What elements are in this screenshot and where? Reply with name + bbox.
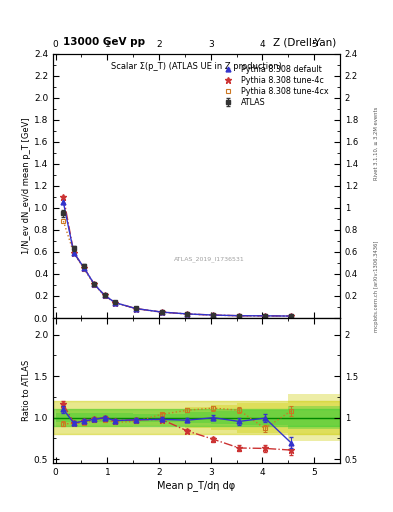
Pythia 8.308 tune-4c [72, 249, 76, 255]
Pythia 8.308 tune-4cx [237, 313, 242, 319]
Pythia 8.308 tune-4cx [82, 266, 86, 272]
Pythia 8.308 tune-4c [103, 292, 107, 298]
Bar [81, 413, 107, 422]
Pythia 8.308 tune-4cx [288, 313, 293, 319]
Bar [107, 409, 133, 427]
Pythia 8.308 tune-4cx [159, 309, 164, 315]
Bar [237, 410, 288, 425]
Pythia 8.308 tune-4c [185, 311, 190, 317]
Pythia 8.308 tune-4cx [113, 300, 118, 306]
Text: Z (Drell-Yan): Z (Drell-Yan) [273, 37, 336, 47]
Bar [133, 414, 159, 422]
X-axis label: Mean p_T/dη dφ: Mean p_T/dη dφ [157, 480, 236, 491]
Pythia 8.308 default [103, 292, 107, 298]
Pythia 8.308 tune-4c [113, 300, 118, 306]
Text: ATLAS_2019_I1736531: ATLAS_2019_I1736531 [174, 256, 244, 262]
Pythia 8.308 default [133, 306, 138, 312]
Pythia 8.308 tune-4c [82, 265, 86, 271]
Bar [159, 410, 185, 426]
Y-axis label: Ratio to ATLAS: Ratio to ATLAS [22, 360, 31, 421]
Pythia 8.308 tune-4cx [133, 306, 138, 312]
Pythia 8.308 tune-4cx [103, 293, 107, 299]
Pythia 8.308 default [211, 312, 216, 318]
Pythia 8.308 default [92, 282, 97, 288]
Text: 13000 GeV pp: 13000 GeV pp [63, 37, 145, 47]
Pythia 8.308 default [113, 300, 118, 306]
Bar [211, 405, 237, 430]
Line: Pythia 8.308 tune-4cx: Pythia 8.308 tune-4cx [61, 219, 293, 318]
Pythia 8.308 default [288, 313, 293, 319]
Pythia 8.308 tune-4c [288, 313, 293, 319]
Pythia 8.308 default [61, 199, 66, 205]
Pythia 8.308 tune-4c [211, 312, 216, 318]
Pythia 8.308 tune-4c [61, 194, 66, 200]
Bar [159, 414, 185, 422]
Pythia 8.308 tune-4c [133, 306, 138, 312]
Pythia 8.308 default [72, 249, 76, 255]
Text: Scalar Σ(p_T) (ATLAS UE in Z production): Scalar Σ(p_T) (ATLAS UE in Z production) [111, 61, 282, 71]
Pythia 8.308 tune-4cx [263, 313, 267, 319]
Pythia 8.308 tune-4cx [185, 311, 190, 317]
Pythia 8.308 tune-4cx [61, 218, 66, 224]
Pythia 8.308 tune-4c [263, 313, 267, 319]
Pythia 8.308 tune-4c [159, 309, 164, 315]
Pythia 8.308 tune-4cx [211, 312, 216, 318]
Bar [107, 413, 133, 422]
Pythia 8.308 default [159, 309, 164, 315]
Pythia 8.308 tune-4c [237, 313, 242, 319]
Legend: Pythia 8.308 default, Pythia 8.308 tune-4c, Pythia 8.308 tune-4cx, ATLAS: Pythia 8.308 default, Pythia 8.308 tune-… [214, 61, 332, 110]
Pythia 8.308 default [82, 265, 86, 271]
Pythia 8.308 default [237, 313, 242, 319]
Pythia 8.308 default [263, 313, 267, 319]
Bar [288, 394, 340, 441]
Bar [56, 413, 81, 422]
Y-axis label: 1/N_ev dN_ev/d mean p_T [GeV]: 1/N_ev dN_ev/d mean p_T [GeV] [22, 118, 31, 254]
Pythia 8.308 tune-4cx [92, 282, 97, 288]
Bar [211, 412, 237, 424]
Bar [185, 412, 211, 423]
Line: Pythia 8.308 default: Pythia 8.308 default [61, 200, 293, 318]
Pythia 8.308 tune-4c [92, 282, 97, 288]
Bar [237, 403, 288, 433]
Bar [185, 407, 211, 429]
Bar [56, 409, 81, 427]
Pythia 8.308 default [185, 311, 190, 317]
Text: Rivet 3.1.10, ≥ 3.2M events: Rivet 3.1.10, ≥ 3.2M events [374, 106, 379, 180]
Bar [133, 410, 159, 426]
Line: Pythia 8.308 tune-4c: Pythia 8.308 tune-4c [60, 194, 294, 319]
Bar [81, 409, 107, 427]
Pythia 8.308 tune-4cx [72, 250, 76, 256]
Bar [288, 406, 340, 429]
Text: mcplots.cern.ch [arXiv:1306.3436]: mcplots.cern.ch [arXiv:1306.3436] [374, 241, 379, 332]
